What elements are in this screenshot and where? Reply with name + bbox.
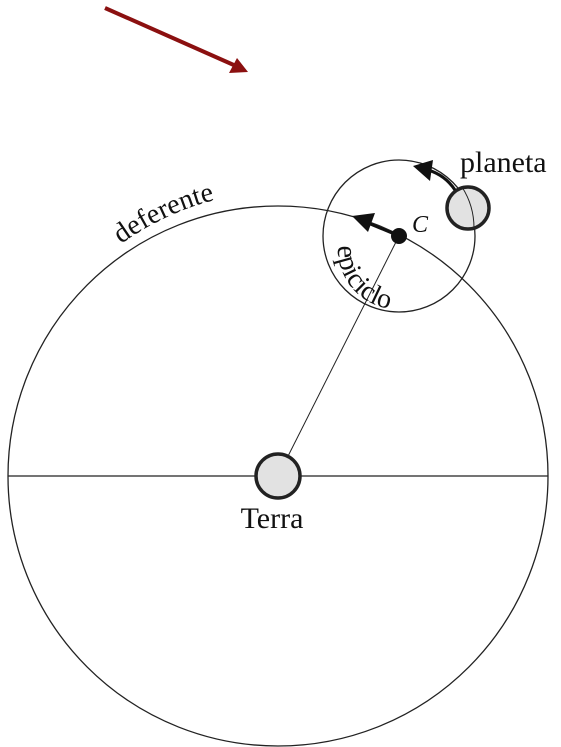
motion-arrowhead	[352, 213, 375, 232]
planet-label: planeta	[460, 146, 547, 179]
epicycle-label-path: epiciclo	[331, 245, 396, 316]
earth-label: Terra	[241, 502, 304, 535]
epicycle-label: epiciclo	[331, 245, 396, 316]
earth	[254, 452, 302, 500]
planet	[445, 185, 491, 231]
pointer-arrowhead	[229, 58, 248, 73]
motion-arrow	[367, 221, 393, 235]
deferent-label-path: deferente	[107, 177, 216, 250]
planet-epicycle-arc	[461, 186, 475, 229]
radius-line	[277, 235, 400, 477]
motion-arrowhead	[413, 160, 433, 181]
center-point	[391, 228, 407, 244]
center-label: C	[412, 212, 429, 238]
pointer-arrow	[104, 6, 237, 68]
deferent-label: deferente	[107, 177, 216, 250]
epicycle-circle	[322, 159, 476, 313]
